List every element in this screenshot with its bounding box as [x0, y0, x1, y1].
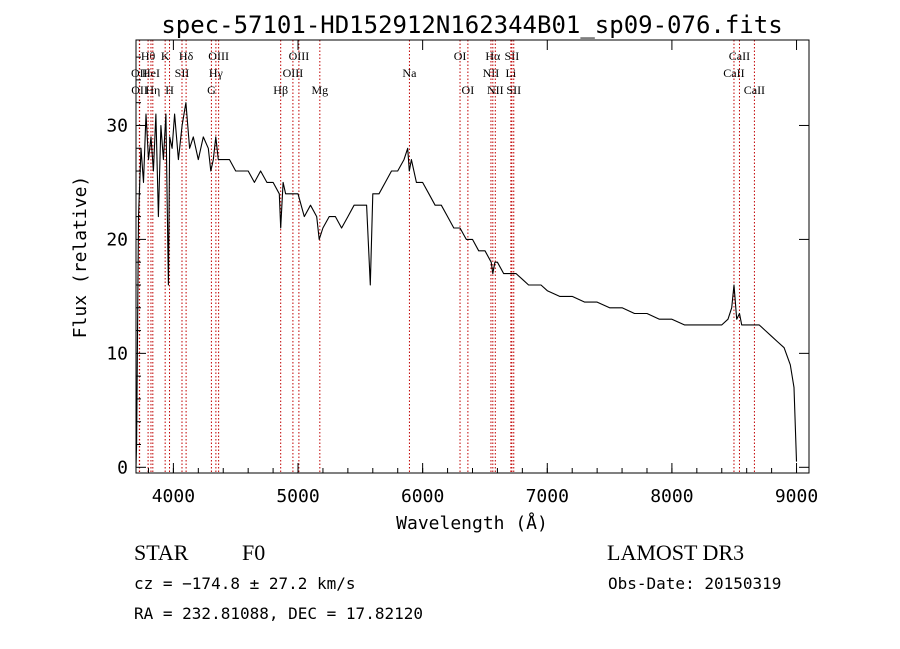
- y-tick-label: 10: [106, 343, 128, 364]
- line-label: SII: [505, 49, 520, 63]
- object-class: STAR: [134, 540, 189, 565]
- x-tick-label: 5000: [276, 486, 319, 507]
- line-label: OIII: [289, 49, 310, 63]
- line-label: Hγ: [209, 66, 224, 80]
- y-tick-label: 0: [117, 457, 128, 478]
- spectrum-series-layer: [135, 102, 798, 468]
- redshift-velocity: cz = −174.8 ± 27.2 km/s: [134, 574, 356, 593]
- line-label: SII: [175, 66, 190, 80]
- line-label: H: [165, 83, 174, 97]
- x-tick-label: 7000: [526, 486, 569, 507]
- y-tick-label: 30: [106, 115, 128, 136]
- line-label: NII: [487, 83, 504, 97]
- line-label: K: [161, 49, 170, 63]
- line-label: OI: [454, 49, 467, 63]
- line-label: G: [207, 83, 216, 97]
- y-axis-label: Flux (relative): [70, 176, 91, 339]
- spectral-line-markers: HθOIIOIIHeIHηKHSIIHδGHγOIIIHβOIIIOIIIMgN…: [131, 40, 765, 473]
- object-subclass: F0: [242, 540, 266, 565]
- line-label: OIII: [283, 66, 304, 80]
- x-tick-label: 8000: [650, 486, 693, 507]
- line-label: OI: [462, 83, 475, 97]
- chart-title: spec-57101-HD152912N162344B01_sp09-076.f…: [161, 11, 782, 39]
- axis-ticks: 4000 5000 6000 7000 8000 9000 0 10 20 30: [106, 40, 818, 507]
- survey-name: LAMOST DR3: [607, 540, 745, 565]
- line-label: CaII: [723, 66, 744, 80]
- line-label: Hη: [145, 83, 160, 97]
- x-tick-label: 9000: [775, 486, 818, 507]
- spectrum-line: [135, 102, 798, 468]
- line-label: Hα: [485, 49, 501, 63]
- line-label: Hδ: [179, 49, 194, 63]
- line-label: Hθ: [141, 49, 156, 63]
- ra-dec-coordinates: RA = 232.81088, DEC = 17.82120: [134, 604, 423, 623]
- plot-frame: [135, 39, 810, 474]
- line-label: CaII: [744, 83, 765, 97]
- x-tick-label: 4000: [152, 486, 195, 507]
- x-axis-label: Wavelength (Å): [396, 512, 548, 534]
- x-tick-label: 6000: [401, 486, 444, 507]
- line-label: NII: [483, 66, 500, 80]
- line-label: OII: [131, 83, 148, 97]
- line-label: Li: [506, 66, 517, 80]
- line-label: Hβ: [273, 83, 288, 97]
- line-label: Mg: [311, 83, 328, 97]
- line-label: CaII: [729, 49, 750, 63]
- line-label: OIII: [208, 49, 229, 63]
- line-label: Na: [402, 66, 417, 80]
- observation-date: Obs-Date: 20150319: [608, 574, 782, 593]
- line-label: SII: [506, 83, 521, 97]
- y-tick-label: 20: [106, 229, 128, 250]
- line-label: HeI: [142, 66, 160, 80]
